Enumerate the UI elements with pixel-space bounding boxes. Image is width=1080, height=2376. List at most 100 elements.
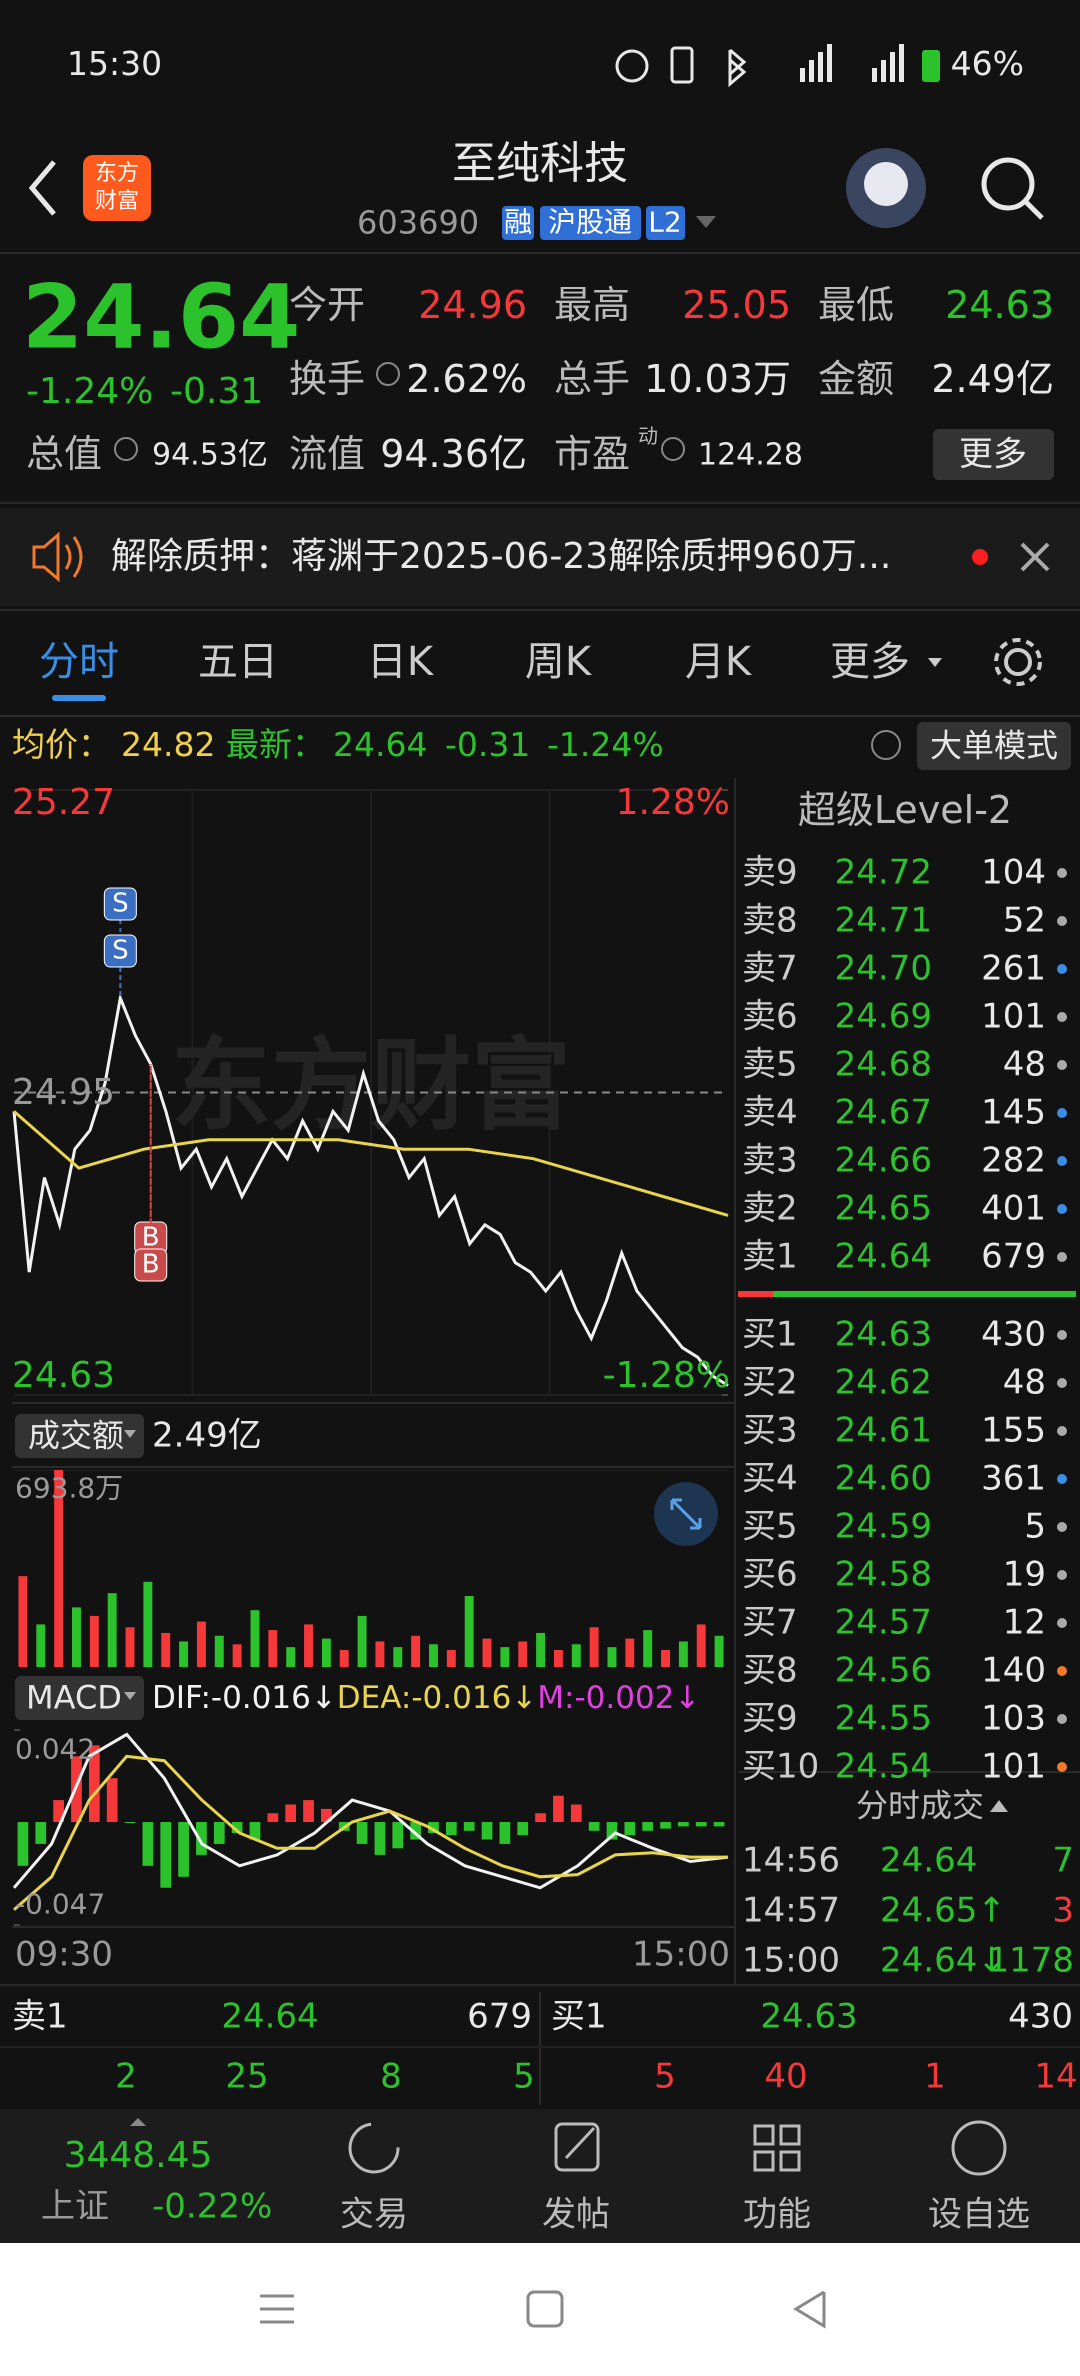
macd-title[interactable]: MACD: [26, 1678, 122, 1717]
buy-count: 5: [654, 2056, 676, 2097]
volume-bar: [625, 1638, 635, 1667]
search-icon[interactable]: [981, 157, 1044, 220]
index-value[interactable]: 3448.45: [63, 2135, 213, 2177]
order-dot: [1057, 1714, 1067, 1724]
field-value: 25.05: [682, 283, 791, 328]
order-dot: [1057, 916, 1067, 926]
order-dot: [1057, 1522, 1067, 1532]
volume-bar: [89, 1615, 99, 1667]
volume-bar: [214, 1635, 224, 1667]
system-nav-bg: [0, 2243, 1080, 2376]
tab[interactable]: 月K: [684, 639, 752, 685]
nav-item[interactable]: 发帖: [542, 2194, 610, 2235]
volume-bar: [589, 1627, 599, 1667]
macd-tab-bg[interactable]: [15, 1676, 144, 1720]
nav-item[interactable]: 交易: [340, 2194, 408, 2235]
macd-bar: [463, 1822, 475, 1831]
info-avg-label: 均价：: [12, 724, 111, 764]
macd-bar: [695, 1822, 707, 1827]
volume-bar: [304, 1624, 313, 1667]
tab-underline: [52, 695, 106, 701]
trade-time: 14:56: [742, 1840, 840, 1881]
nav-bg: [0, 2109, 1080, 2243]
collapse-icon[interactable]: [990, 1800, 1008, 1812]
macd-bar: [231, 1822, 243, 1833]
volume-bar: [321, 1638, 331, 1667]
field-value: 94.36亿: [380, 432, 527, 477]
macd-bar: [428, 1822, 439, 1833]
buy-count: 1: [924, 2056, 946, 2097]
back-icon[interactable]: [28, 160, 56, 216]
change-amount: -0.31: [170, 371, 264, 413]
order-volume: 5: [1024, 1506, 1046, 1547]
order-volume: 103: [981, 1698, 1046, 1739]
volume-bar: [54, 1470, 64, 1667]
macd-bar: [624, 1822, 636, 1836]
index-change: -0.22%: [152, 2186, 273, 2227]
tab[interactable]: 更多: [830, 639, 910, 685]
order-volume: 101: [981, 996, 1046, 1037]
order-label: 卖6: [742, 996, 798, 1037]
macd-bar: [303, 1800, 314, 1823]
field-label: 市盈: [554, 432, 631, 477]
macd-bar: [660, 1822, 671, 1829]
macd-bar: [356, 1822, 368, 1844]
big-order-button[interactable]: [917, 722, 1071, 770]
volume-bar: [18, 1576, 28, 1667]
order-price: 24.70: [834, 948, 932, 989]
system-nav-icons[interactable]: [260, 2290, 826, 2329]
order-volume: 140: [981, 1650, 1046, 1691]
trades-title[interactable]: 分时成交: [855, 1786, 985, 1825]
close-icon[interactable]: [1020, 542, 1050, 572]
volume-total: 2.49亿: [152, 1415, 262, 1456]
volume-tab-bg[interactable]: [15, 1414, 144, 1458]
volume-bar: [643, 1630, 653, 1667]
volume-bar: [696, 1624, 706, 1667]
macd-bar: [499, 1822, 511, 1844]
volume-bar: [607, 1647, 617, 1667]
sell-count: 25: [225, 2056, 269, 2097]
field-value: 10.03万: [644, 357, 791, 402]
more-button-label[interactable]: 更多: [959, 434, 1027, 475]
volume-bar: [464, 1596, 474, 1667]
help-icon[interactable]: [871, 730, 901, 760]
expand-icon[interactable]: [130, 2118, 146, 2126]
macd-bar: [570, 1804, 582, 1823]
field-label: 最低: [818, 283, 895, 328]
macd-bar: [160, 1822, 172, 1888]
tag-bg: [540, 206, 641, 240]
settings-icon[interactable]: [994, 638, 1042, 686]
trade-time: 15:00: [742, 1940, 840, 1981]
macd-bar: [267, 1813, 279, 1823]
volume-bar: [518, 1641, 528, 1667]
tab[interactable]: 五日: [198, 639, 278, 685]
big-order-label[interactable]: 大单模式: [929, 726, 1059, 765]
volume-bar: [268, 1630, 278, 1667]
field-value: 2.62%: [406, 357, 527, 402]
tab[interactable]: 周K: [524, 639, 592, 685]
volume-bar: [107, 1593, 117, 1667]
macd-bar: [285, 1804, 297, 1823]
more-button[interactable]: [933, 429, 1054, 480]
order-dot: [1057, 1108, 1067, 1118]
dropdown-icon: [124, 1430, 136, 1438]
buy-label: 买1: [551, 1996, 607, 2037]
dropdown-icon[interactable]: [928, 658, 942, 667]
macd-legend-item: DEA:-0.016↓: [336, 1679, 538, 1716]
speaker-icon: [32, 531, 83, 583]
field-value: 94.53亿: [152, 437, 268, 473]
nav-item[interactable]: 功能: [743, 2194, 811, 2235]
info-change-pct: -1.24%: [547, 724, 664, 764]
sell-price: 24.64: [221, 1996, 319, 2037]
dropdown-icon[interactable]: [696, 216, 716, 228]
tab[interactable]: 分时: [39, 639, 119, 685]
tab[interactable]: 日K: [366, 639, 434, 685]
field-label: 流值: [289, 432, 366, 477]
volume-bar: [232, 1644, 242, 1667]
notice-text[interactable]: 解除质押：蒋渊于2025-06-23解除质押960万...: [111, 536, 892, 578]
nav-item[interactable]: 设自选: [928, 2194, 1030, 2235]
order-volume: 401: [981, 1188, 1046, 1229]
volume-title[interactable]: 成交额: [28, 1416, 125, 1455]
order-label: 买10: [742, 1746, 820, 1787]
trade-marker: [103, 934, 137, 968]
